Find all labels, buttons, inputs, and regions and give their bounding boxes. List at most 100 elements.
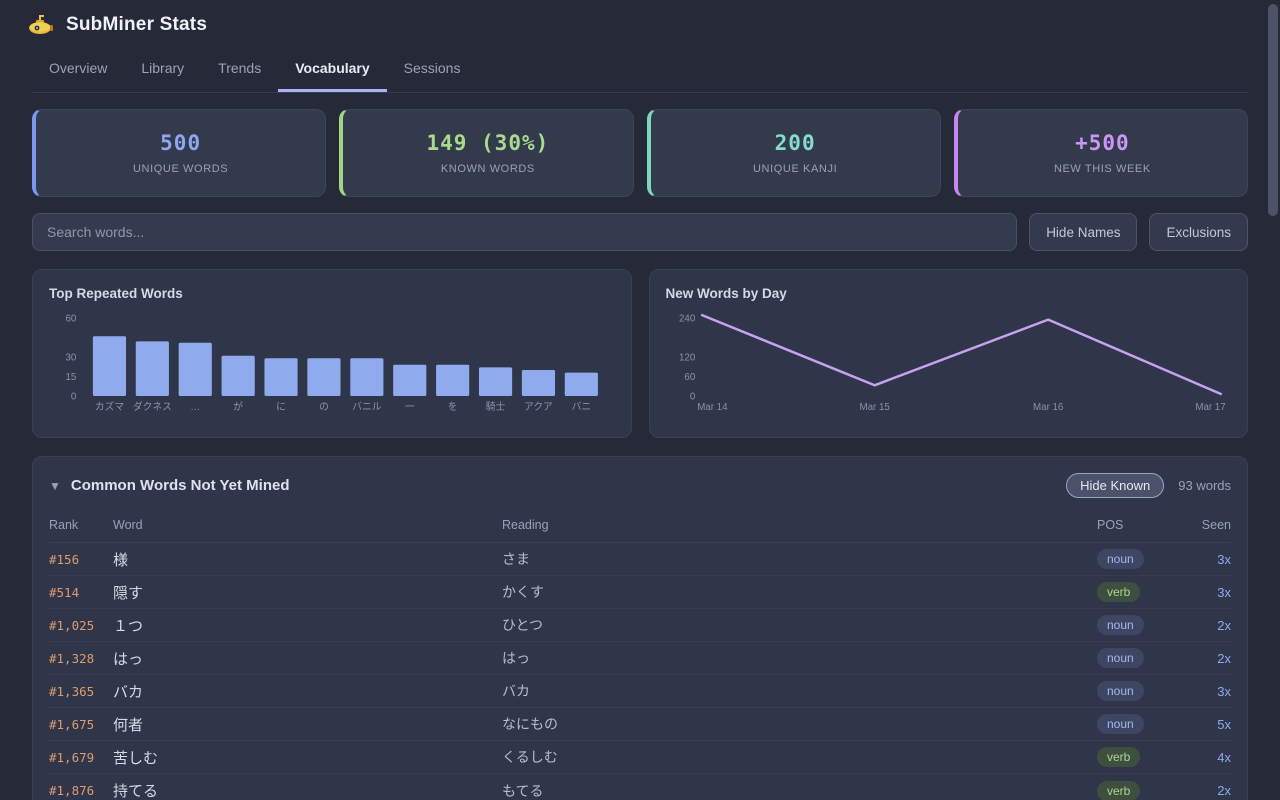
svg-text:0: 0	[689, 391, 695, 402]
hide-names-button[interactable]: Hide Names	[1029, 213, 1138, 251]
seen-cell: 3x	[1217, 683, 1231, 699]
rank-cell: #156	[49, 551, 80, 567]
tab-overview[interactable]: Overview	[49, 60, 108, 76]
svg-text:Mar 15: Mar 15	[859, 402, 890, 413]
page-title: SubMiner Stats	[66, 14, 208, 35]
svg-text:30: 30	[65, 352, 76, 363]
hide-known-button[interactable]: Hide Known	[1066, 473, 1165, 498]
reading-cell: もてる	[502, 782, 544, 799]
scrollbar-thumb[interactable]	[1268, 4, 1278, 216]
chart-title: Top Repeated Words	[49, 286, 183, 301]
seen-cell: 3x	[1217, 551, 1231, 567]
svg-text:60: 60	[65, 313, 76, 324]
tab-bar: Overview Library Trends Vocabulary Sessions	[32, 48, 1248, 93]
svg-text:を: を	[448, 401, 458, 413]
pos-cell: noun	[1097, 714, 1201, 734]
pos-badge-verb: verb	[1097, 747, 1141, 767]
reading-cell: さま	[502, 551, 530, 567]
svg-text:騎士: 騎士	[486, 400, 506, 413]
seen-cell: 3x	[1217, 584, 1231, 600]
svg-text:バニル: バニル	[352, 401, 381, 413]
charts-row: Top Repeated Words 0 15 30 60 カズマ ダクネス … が に の バニル…	[32, 269, 1248, 438]
table-row: #514 隠す かくす verb 3x	[49, 576, 1231, 609]
word-cell: １つ	[113, 617, 144, 635]
stat-value: 500	[160, 131, 202, 155]
svg-text:に: に	[276, 401, 286, 413]
svg-text:Mar 14: Mar 14	[697, 402, 728, 413]
tab-trends[interactable]: Trends	[218, 60, 262, 76]
collapse-triangle-icon[interactable]: ▼	[49, 478, 61, 493]
pos-cell: noun	[1097, 549, 1201, 569]
svg-text:Mar 16: Mar 16	[1033, 402, 1064, 413]
reading-cell: くるしむ	[502, 749, 558, 765]
pos-cell: noun	[1097, 615, 1201, 635]
svg-text:が: が	[233, 400, 243, 413]
rank-cell: #1,679	[49, 749, 95, 765]
reading-cell: ひとつ	[502, 617, 544, 633]
col-seen: Seen	[1201, 518, 1231, 532]
pos-badge-verb: verb	[1097, 780, 1141, 800]
seen-cell: 4x	[1217, 749, 1231, 765]
table-row: #1,365 バカ バカ noun 3x	[49, 675, 1231, 708]
word-cell: 苦しむ	[113, 749, 159, 767]
reading-cell: はっ	[502, 650, 530, 666]
word-cell: 様	[113, 551, 129, 569]
stat-cards: 500 UNIQUE WORDS 149 (30%) KNOWN WORDS 200 UN…	[32, 109, 1248, 197]
svg-text:15: 15	[65, 372, 76, 383]
svg-text:0: 0	[71, 391, 77, 402]
pos-badge-noun: noun	[1097, 681, 1144, 701]
word-cell: 持てる	[113, 783, 159, 800]
table-row: #1,876 持てる もてる verb 2x	[49, 774, 1231, 800]
words-table: Rank Word Reading POS Seen #156 様 さま noun 3x…	[49, 512, 1231, 800]
svg-text:…: …	[190, 402, 200, 413]
tab-vocabulary[interactable]: Vocabulary	[278, 48, 387, 92]
rank-cell: #1,876	[49, 783, 95, 798]
pos-cell: noun	[1097, 681, 1201, 701]
col-word: Word	[113, 518, 143, 532]
table-row: #1,025 １つ ひとつ noun 2x	[49, 609, 1231, 642]
table-row: #1,675 何者 なにもの noun 5x	[49, 708, 1231, 741]
table-header-bar: ▼ Common Words Not Yet Mined Hide Known …	[49, 473, 1231, 498]
filter-controls: Hide Names Exclusions	[32, 213, 1248, 251]
svg-text:カズマ: カズマ	[95, 400, 124, 413]
stat-label: NEW THIS WEEK	[1053, 163, 1151, 175]
scrollbar-track	[1266, 0, 1280, 800]
pos-badge-noun: noun	[1097, 615, 1144, 635]
app-header: SubMiner Stats	[16, 0, 1264, 42]
table-title: Common Words Not Yet Mined	[70, 477, 290, 494]
tab-library[interactable]: Library	[141, 60, 185, 76]
stat-card-unique-words: 500 UNIQUE WORDS	[32, 109, 327, 197]
stat-label: KNOWN WORDS	[440, 163, 535, 175]
word-cell: はっ	[113, 650, 144, 668]
seen-cell: 2x	[1217, 650, 1231, 666]
col-pos: POS	[1097, 518, 1124, 532]
seen-cell: 2x	[1217, 617, 1231, 633]
svg-text:Mar 17: Mar 17	[1195, 402, 1225, 413]
chart-title: New Words by Day	[665, 286, 787, 301]
col-reading: Reading	[502, 518, 549, 532]
reading-cell: かくす	[502, 584, 544, 600]
svg-text:ダクネス: ダクネス	[133, 400, 172, 413]
pos-cell: verb	[1097, 780, 1201, 800]
pos-cell: noun	[1097, 648, 1201, 668]
stat-value: +500	[1075, 131, 1130, 155]
seen-cell: 5x	[1217, 716, 1231, 732]
svg-text:240: 240	[679, 313, 696, 324]
word-cell: 隠す	[113, 584, 144, 602]
search-input[interactable]	[32, 213, 1018, 251]
tab-sessions[interactable]: Sessions	[403, 60, 461, 76]
pos-cell: verb	[1097, 747, 1201, 767]
stat-value: 149 (30%)	[426, 131, 550, 155]
svg-text:一: 一	[405, 402, 415, 413]
svg-text:120: 120	[679, 352, 696, 363]
bar-chart: 0 15 30 60 カズマ ダクネス … が に の バニル 一 を 騎士 アクア バニ	[65, 313, 598, 413]
word-cell: 何者	[113, 716, 144, 734]
rank-cell: #1,365	[49, 683, 95, 699]
stat-value: 200	[774, 131, 816, 155]
table-row: #156 様 さま noun 3x	[49, 543, 1231, 576]
rank-cell: #1,328	[49, 650, 95, 666]
exclusions-button[interactable]: Exclusions	[1149, 213, 1248, 251]
table-column-headers: Rank Word Reading POS Seen	[49, 512, 1231, 543]
rank-cell: #1,025	[49, 617, 95, 633]
